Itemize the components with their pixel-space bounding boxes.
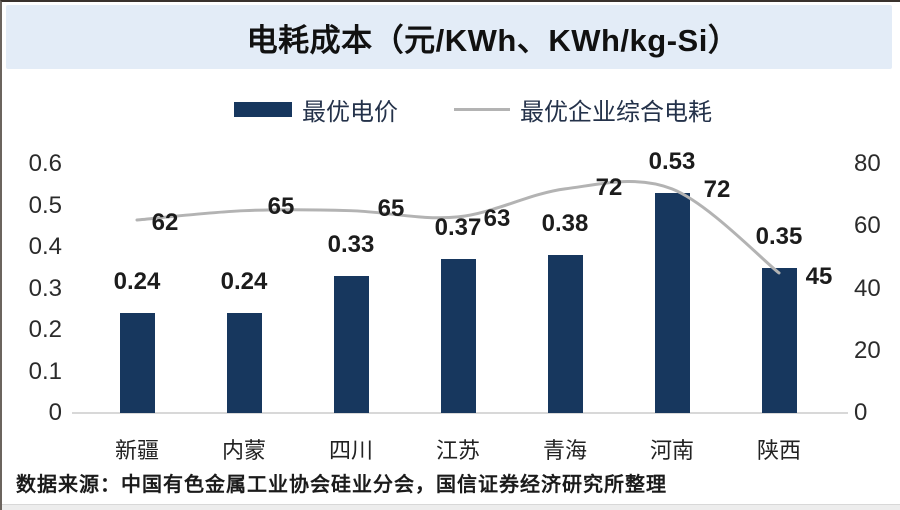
bar	[761, 267, 797, 413]
bar-value-label: 0.53	[648, 148, 696, 176]
data-source: 数据来源：中国有色金属工业协会硅业分会，国信证券经济研究所整理	[16, 472, 667, 496]
left-axis-tick-label: 0.2	[28, 316, 62, 343]
bar-value-label: 0.35	[755, 222, 803, 250]
chart-title-band: 电耗成本（元/KWh、KWh/kg-Si）	[6, 5, 892, 69]
left-axis-tick-label: 0.3	[28, 274, 62, 302]
category-label: 新疆	[114, 439, 160, 464]
bar-value-label: 0.37	[434, 214, 482, 242]
x-axis-baseline	[72, 412, 848, 414]
left-axis-tick-label: 0.5	[28, 191, 62, 219]
category-label: 陕西	[756, 439, 802, 464]
right-axis-tick-label: 60	[854, 212, 881, 240]
category-label: 青海	[542, 439, 588, 464]
category-label: 河南	[649, 439, 695, 464]
bar	[440, 259, 476, 413]
category-label: 江苏	[435, 439, 481, 464]
legend-line-label: 最优企业综合电耗	[520, 97, 712, 126]
line-value-label: 65	[267, 192, 295, 220]
line-value-label: 62	[151, 209, 179, 237]
bar-value-label: 0.33	[327, 231, 375, 259]
bar	[654, 193, 690, 413]
category-label: 内蒙	[221, 439, 267, 464]
legend-line-swatch-icon	[454, 107, 510, 111]
bar	[333, 276, 369, 413]
right-axis-tick-label: 20	[854, 336, 881, 364]
left-axis-tick-label: 0	[48, 399, 62, 426]
legend: 最优电价 最优企业综合电耗	[2, 92, 900, 126]
left-axis-tick-label: 0.6	[28, 150, 62, 177]
line-value-label: 63	[483, 204, 511, 232]
line-value-label: 45	[805, 262, 833, 290]
legend-bar-label: 最优电价	[302, 97, 398, 126]
line-value-label: 72	[595, 173, 623, 201]
bar-value-label: 0.38	[541, 210, 589, 238]
bar	[226, 313, 262, 413]
line-value-label: 65	[377, 194, 405, 222]
left-axis-tick-label: 0.1	[28, 357, 62, 385]
bar-value-label: 0.24	[113, 268, 161, 296]
legend-bar-swatch-icon	[234, 101, 292, 117]
category-label: 四川	[328, 439, 374, 464]
bar	[547, 255, 583, 413]
right-axis-tick-label: 40	[854, 274, 881, 302]
line-value-label: 72	[703, 175, 731, 203]
right-axis-tick-label: 80	[854, 150, 881, 177]
right-axis-tick-label: 0	[854, 399, 868, 426]
bar	[119, 313, 155, 413]
chart-title: 电耗成本（元/KWh、KWh/kg-Si）	[246, 22, 740, 58]
left-axis-tick-label: 0.4	[28, 233, 62, 260]
bar-value-label: 0.24	[220, 268, 268, 296]
bottom-edge-divider	[2, 504, 900, 510]
